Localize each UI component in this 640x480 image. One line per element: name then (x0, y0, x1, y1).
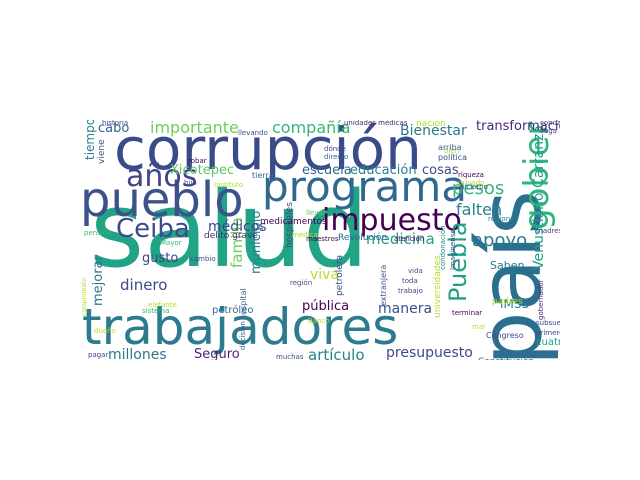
word-presupuesto: presupuesto (386, 345, 473, 360)
word-banco: Banco (308, 317, 330, 325)
word-medica: médica (292, 231, 318, 239)
word-hospital: hospital (239, 288, 248, 320)
word-mal: mal (472, 323, 486, 331)
word-trabajadores: trabajadores (82, 298, 399, 356)
word-salud: salud (90, 169, 369, 291)
word-historia: historia (102, 120, 129, 127)
word-importante: importante (150, 120, 239, 137)
word-medicina: medicina (366, 230, 435, 248)
word-comprometo: comprometo (81, 277, 88, 316)
word-falten: falten (456, 200, 503, 219)
word-maestros: maestros (306, 235, 339, 243)
word-cabo: cabo (98, 121, 130, 136)
word-riqueza: riqueza (458, 171, 484, 179)
word-manera: manera (378, 301, 433, 317)
word-cuatro: cuatro (536, 337, 560, 348)
word-xicotepec: Xicotepec (170, 163, 235, 178)
word-toda: toda (402, 277, 418, 285)
word-pension: pensión (84, 229, 112, 237)
word-conozco: conozco (540, 120, 560, 127)
word-primero: primero (536, 329, 560, 337)
word-impuesto: impuesto (322, 203, 462, 238)
word-regiones: regiones (488, 215, 519, 223)
word-gobernador: gobernador (537, 279, 545, 320)
word-politica: política (438, 153, 468, 162)
word-cloud: salud país corrupción trabajadores puebl… (80, 120, 560, 360)
word-pueblo: pueblo (80, 172, 244, 228)
word-unidades: unidades médicas (344, 120, 408, 127)
word-articulo: artículo (308, 346, 365, 361)
word-donde: dónde (324, 145, 346, 153)
word-decision: decisión (239, 321, 247, 350)
word-robar: robar (188, 157, 207, 165)
word-imss: IMSS (500, 297, 530, 311)
word-viva: viva (310, 267, 340, 283)
word-llevando: llevando (238, 129, 268, 137)
word-region: región (290, 279, 313, 287)
word-mejorar: mejorar (91, 255, 106, 306)
word-educacion: educación (350, 163, 417, 178)
word-bien: bien (444, 147, 460, 155)
word-gusto: gusto (142, 251, 179, 266)
word-padres: padres (492, 297, 523, 307)
word-hijo: hijo (184, 179, 197, 187)
word-delito: delito grave (204, 231, 258, 241)
word-cambio: cambio (190, 255, 216, 263)
word-petrolera: petrolera (335, 254, 345, 296)
word-medicamentos: medicamentos (260, 217, 327, 227)
word-extranjera: extranjera (379, 264, 388, 306)
word-dueno: dueño (94, 327, 116, 335)
word-condonacion: condonación (439, 225, 447, 270)
word-congreso: Congreso (486, 331, 524, 340)
word-terminar: terminar (452, 309, 483, 317)
word-saben: Saben (490, 259, 525, 272)
word-revolucion: Revolución (338, 233, 388, 243)
word-bienestar: Bienestar (400, 123, 467, 139)
word-cosas: cosas (422, 163, 459, 178)
word-corrupcion: corrupción (114, 120, 422, 183)
word-ceiba: Ceiba (116, 214, 190, 244)
word-apoyo: apoyo (472, 230, 528, 251)
word-sistema: sistema (142, 307, 170, 315)
word-transformacion: transformación (476, 120, 560, 134)
word-directo: directo (324, 153, 349, 161)
word-atencion: atención (394, 235, 425, 243)
word-subsuelo: subsuelo (536, 319, 560, 327)
word-constitucion: Constitución (478, 358, 534, 361)
word-imaginense: Imagínense (449, 229, 457, 270)
word-instituto: Instituto (214, 181, 244, 189)
word-escuela: escuela (302, 163, 352, 178)
word-nacion: nación (416, 120, 446, 129)
word-carranza: Venustiano Carranza (531, 125, 547, 270)
word-muchas: muchas (276, 353, 304, 361)
word-madres: madres (536, 227, 560, 235)
word-tierra: tierra (252, 171, 274, 180)
word-viene: viene (97, 139, 107, 164)
word-dinero: dinero (120, 276, 168, 294)
word-vida: vida (408, 267, 423, 275)
word-elefante: elefante (148, 301, 177, 309)
word-programa: programa (262, 162, 468, 211)
word-compania: compañía (272, 120, 351, 137)
word-petroleo: petróleo (212, 305, 254, 316)
word-privado: privado (458, 179, 485, 187)
word-publica: pública (302, 299, 350, 314)
word-llega: llega (540, 127, 557, 135)
word-hicieron: hicieron (460, 183, 488, 191)
word-llevar: llevar (306, 209, 326, 217)
word-tiempo: tiempo (83, 120, 97, 160)
word-medicos: médicos (208, 219, 267, 235)
word-trabajo: trabajo (398, 287, 423, 295)
word-anos: años (126, 159, 198, 194)
word-pesos: pesos (452, 178, 505, 199)
word-millones: millones (108, 347, 167, 360)
word-mayor: Mayor (160, 239, 182, 247)
word-arriba: arriba (438, 143, 462, 152)
word-pagar: pagar (88, 351, 109, 359)
word-seguro: Seguro (194, 347, 240, 360)
